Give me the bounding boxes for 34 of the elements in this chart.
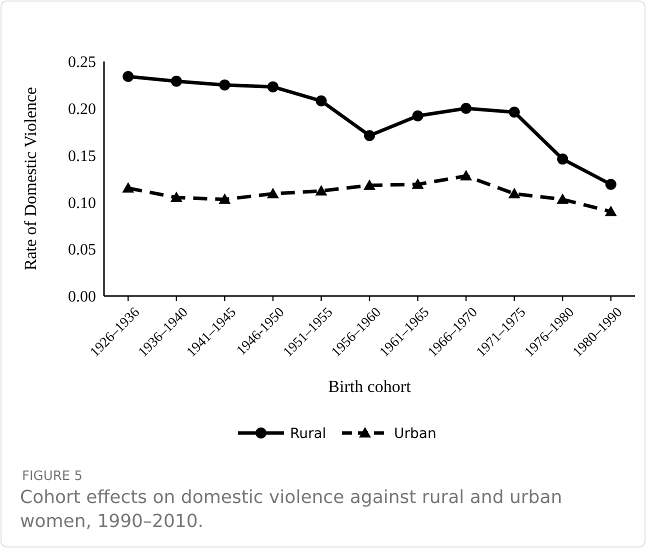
y-tick-label: 0.25 xyxy=(68,54,96,72)
point xyxy=(122,182,134,193)
legend-label: Rural xyxy=(290,426,326,442)
point xyxy=(412,110,424,122)
point xyxy=(266,188,279,198)
point xyxy=(315,184,328,196)
legend-label: Urban xyxy=(394,426,436,442)
point xyxy=(460,102,472,114)
y-tick-label: 0.05 xyxy=(68,242,96,259)
y-tick-label: 0.20 xyxy=(68,101,96,118)
point xyxy=(219,79,230,90)
point xyxy=(170,76,182,87)
y-tick-label: 0.00 xyxy=(68,288,96,306)
y-tick-label: 0.15 xyxy=(68,148,96,165)
point xyxy=(412,178,424,189)
point xyxy=(316,95,327,106)
point xyxy=(122,71,134,82)
point xyxy=(460,170,472,180)
point xyxy=(218,193,231,204)
point xyxy=(267,81,278,92)
point xyxy=(557,154,568,165)
point xyxy=(556,193,569,204)
point xyxy=(170,192,182,202)
y-tick-label: 0.10 xyxy=(68,194,96,212)
point xyxy=(605,178,616,190)
point xyxy=(604,206,617,216)
point xyxy=(508,188,520,198)
point xyxy=(364,179,376,190)
text: FIGURE 5 xyxy=(22,469,83,484)
point xyxy=(364,130,375,142)
point xyxy=(508,106,520,118)
text: Cohort effects on domestic violence against rural and urban women, 1990–2010. xyxy=(20,486,564,534)
y-axis-title: Rate of Domestic Violence xyxy=(21,87,40,270)
x-axis-title: Birth cohort xyxy=(328,377,412,396)
